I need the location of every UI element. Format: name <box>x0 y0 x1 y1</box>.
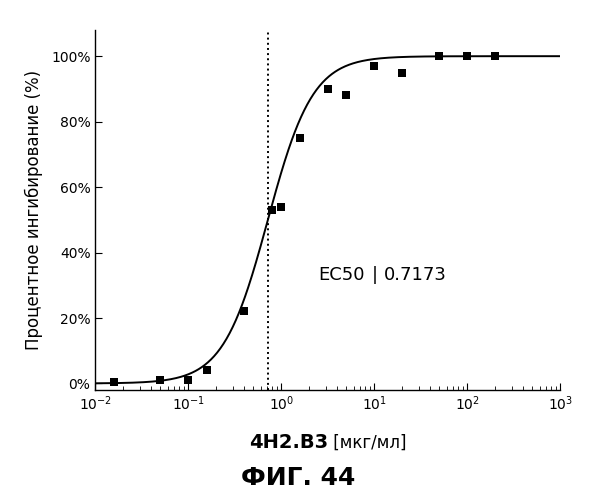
Point <box>240 308 249 316</box>
Point <box>324 85 333 93</box>
Point <box>268 206 277 214</box>
Point <box>398 68 407 76</box>
Point <box>462 52 472 60</box>
Point <box>110 378 119 386</box>
Point <box>184 376 193 384</box>
Text: 4H2.B3: 4H2.B3 <box>249 433 328 452</box>
Text: |: | <box>371 266 377 284</box>
Text: ФИГ. 44: ФИГ. 44 <box>241 466 355 490</box>
Point <box>434 52 444 60</box>
Point <box>277 202 286 210</box>
Point <box>203 366 212 374</box>
Point <box>296 134 305 142</box>
Point <box>370 62 379 70</box>
Point <box>156 376 165 384</box>
Text: [мкг/мл]: [мкг/мл] <box>328 434 406 452</box>
Point <box>342 92 351 100</box>
Text: 0.7173: 0.7173 <box>384 266 446 284</box>
Y-axis label: Процентное ингибирование (%): Процентное ингибирование (%) <box>24 70 43 350</box>
Text: EC50: EC50 <box>318 266 365 284</box>
Point <box>491 52 500 60</box>
